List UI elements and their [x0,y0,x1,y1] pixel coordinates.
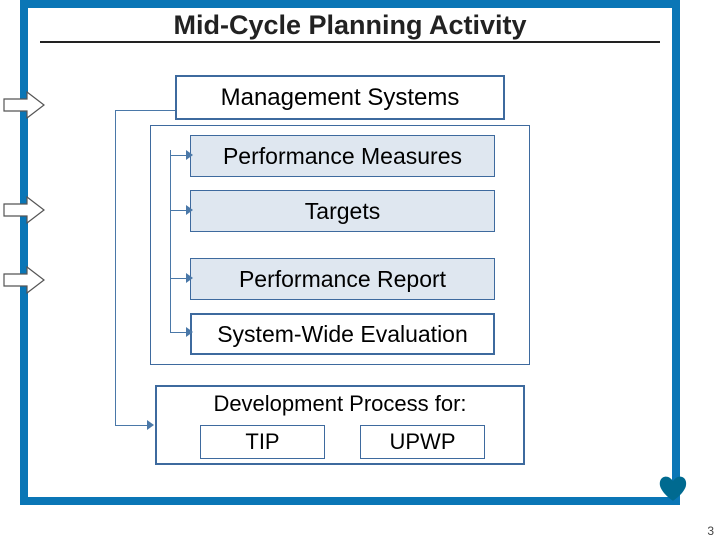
label: Performance Measures [223,143,462,170]
box-management-systems: Management Systems [175,75,505,120]
label: Management Systems [221,84,460,112]
label: System-Wide Evaluation [217,321,468,348]
brand-logo-icon [656,471,690,510]
label: Development Process for: [213,391,466,417]
slide-title: Mid-Cycle Planning Activity [40,10,660,43]
box-upwp: UPWP [360,425,485,459]
box-performance-measures: Performance Measures [190,135,495,177]
label: Targets [305,198,380,225]
label: UPWP [390,429,456,455]
page-number: 3 [707,524,714,538]
box-targets: Targets [190,190,495,232]
box-performance-report: Performance Report [190,258,495,300]
box-system-wide-evaluation: System-Wide Evaluation [190,313,495,355]
title-text: Mid-Cycle Planning Activity [173,10,526,40]
label: Performance Report [239,266,446,293]
label: TIP [245,429,279,455]
box-tip: TIP [200,425,325,459]
